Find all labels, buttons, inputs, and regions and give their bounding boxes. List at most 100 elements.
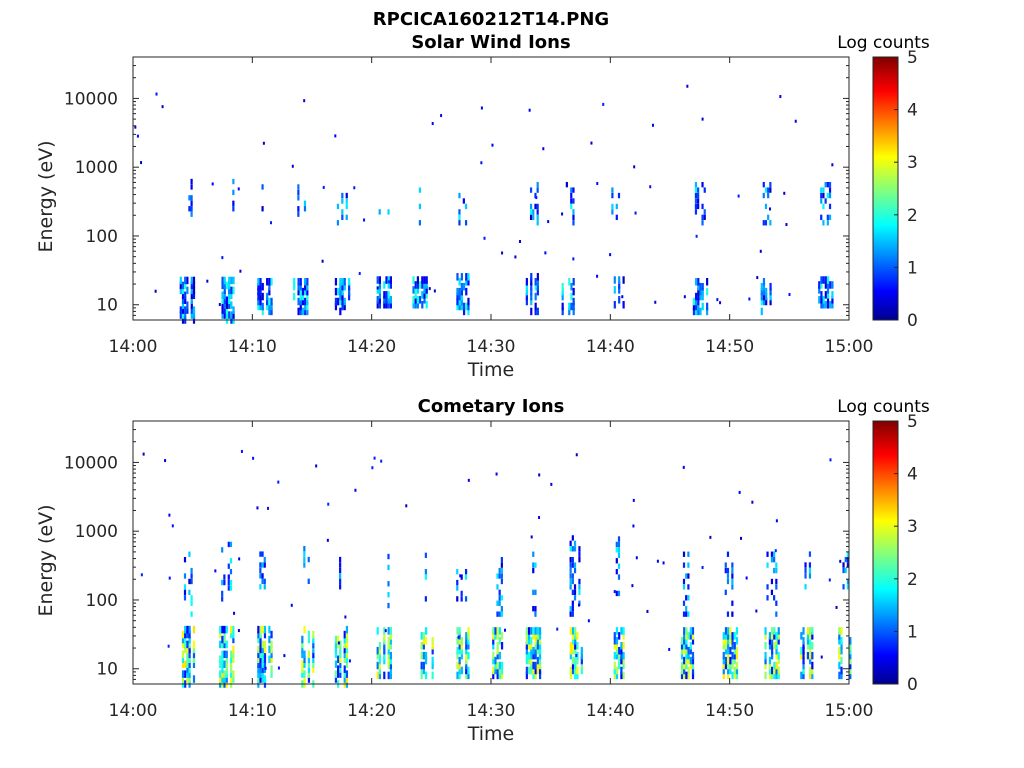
heatmap-bin bbox=[337, 655, 340, 664]
heatmap-bin bbox=[685, 632, 688, 640]
heatmap-bin bbox=[615, 641, 619, 650]
heatmap-bin bbox=[737, 194, 740, 198]
heatmap-bin bbox=[263, 655, 267, 664]
heatmap-bin bbox=[731, 611, 734, 617]
heatmap-bin bbox=[571, 637, 575, 645]
heatmap-bin bbox=[257, 277, 260, 286]
heatmap-bin bbox=[229, 558, 233, 564]
heatmap-bin bbox=[225, 296, 229, 304]
heatmap-bin bbox=[572, 214, 575, 221]
heatmap-bin bbox=[339, 650, 342, 659]
heatmap-bin bbox=[773, 551, 776, 557]
heatmap-bin bbox=[425, 281, 428, 289]
heatmap-bin bbox=[184, 635, 187, 644]
heatmap-bin bbox=[695, 277, 698, 286]
heatmap-bin bbox=[574, 641, 577, 650]
heatmap-bin bbox=[383, 281, 386, 289]
heatmap-bin bbox=[257, 630, 260, 639]
heatmap-bin bbox=[802, 627, 805, 635]
heatmap-bin bbox=[534, 277, 537, 286]
heatmap-bin bbox=[259, 551, 262, 557]
heatmap-bin bbox=[536, 209, 539, 215]
heatmap-bin bbox=[538, 632, 542, 640]
heatmap-bin bbox=[727, 637, 730, 645]
heatmap-bin bbox=[230, 286, 233, 295]
plot-area bbox=[133, 421, 849, 684]
heatmap-bin bbox=[384, 629, 387, 633]
heatmap-bin bbox=[304, 287, 307, 296]
heatmap-bin bbox=[232, 655, 235, 664]
heatmap-bin bbox=[181, 655, 185, 664]
heatmap-bin bbox=[534, 632, 537, 640]
heatmap-bin bbox=[263, 660, 267, 668]
heatmap-bin bbox=[525, 282, 528, 291]
heatmap-bin bbox=[536, 203, 539, 210]
heatmap-bin bbox=[387, 591, 390, 598]
heatmap-bin bbox=[389, 276, 392, 284]
heatmap-bin bbox=[722, 637, 725, 645]
heatmap-bin bbox=[809, 651, 812, 660]
heatmap-bin bbox=[849, 651, 852, 660]
heatmap-bin bbox=[184, 640, 187, 649]
heatmap-bin bbox=[387, 627, 390, 635]
colorbar bbox=[872, 56, 899, 321]
heatmap-bin bbox=[829, 300, 832, 309]
heatmap-bin bbox=[820, 300, 823, 309]
heatmap-bin bbox=[731, 656, 734, 665]
heatmap-bin bbox=[387, 637, 390, 645]
heatmap-bin bbox=[345, 214, 348, 221]
heatmap-bin bbox=[573, 589, 577, 596]
heatmap-bin bbox=[181, 296, 185, 304]
heatmap-bin bbox=[456, 671, 459, 680]
heatmap-bin bbox=[613, 651, 616, 660]
heatmap-bin bbox=[536, 666, 539, 675]
heatmap-bin bbox=[389, 637, 392, 645]
colorbar bbox=[872, 420, 899, 685]
heatmap-bin bbox=[389, 671, 392, 680]
heatmap-bin bbox=[682, 465, 685, 469]
heatmap-bin bbox=[824, 281, 827, 289]
heatmap-bin bbox=[259, 287, 262, 296]
heatmap-bin bbox=[339, 670, 342, 678]
heatmap-bin bbox=[494, 656, 497, 665]
heatmap-bin bbox=[788, 293, 791, 297]
heatmap-bin bbox=[424, 574, 427, 580]
heatmap-bin bbox=[339, 277, 342, 286]
heatmap-bin bbox=[219, 625, 222, 634]
heatmap-bin bbox=[428, 287, 431, 291]
heatmap-bin bbox=[422, 632, 425, 640]
heatmap-bin bbox=[697, 203, 700, 210]
heatmap-bin bbox=[615, 671, 619, 680]
heatmap-bin bbox=[538, 666, 542, 675]
heatmap-bin bbox=[421, 291, 424, 299]
y-axis-label: Energy (eV) bbox=[35, 504, 57, 616]
heatmap-bin bbox=[722, 651, 725, 660]
heatmap-bin bbox=[811, 661, 814, 670]
heatmap-bin bbox=[378, 646, 381, 655]
heatmap-bin bbox=[613, 637, 616, 645]
heatmap-bin bbox=[467, 671, 470, 680]
heatmap-bin bbox=[458, 656, 461, 665]
heatmap-bin bbox=[183, 557, 187, 563]
heatmap-bin bbox=[188, 195, 191, 201]
figure-title: RPCICA160212T14.PNG bbox=[373, 9, 609, 30]
heatmap-bin bbox=[706, 307, 709, 316]
heatmap-bin bbox=[496, 573, 499, 579]
heatmap-bin bbox=[527, 632, 531, 640]
heatmap-bin bbox=[343, 635, 346, 644]
heatmap-bin bbox=[802, 637, 805, 645]
heatmap-bin bbox=[431, 656, 434, 665]
heatmap-bin bbox=[800, 671, 803, 680]
heatmap-bin bbox=[383, 641, 386, 650]
heatmap-bin bbox=[622, 627, 625, 635]
heatmap-bin bbox=[840, 627, 843, 635]
heatmap-bin bbox=[190, 206, 193, 212]
heatmap-bin bbox=[775, 519, 778, 523]
heatmap-bin bbox=[304, 307, 307, 316]
heatmap-bin bbox=[420, 632, 423, 640]
heatmap-bin bbox=[735, 637, 739, 645]
heatmap-bin bbox=[777, 666, 780, 675]
heatmap-bin bbox=[565, 181, 568, 188]
heatmap-bin bbox=[687, 573, 690, 579]
heatmap-bin bbox=[632, 524, 635, 528]
